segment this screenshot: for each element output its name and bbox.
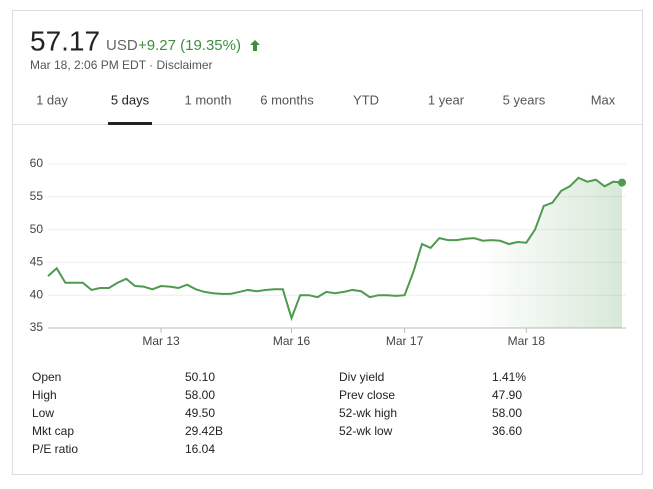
x-tick-label: Mar 16 bbox=[273, 334, 311, 348]
y-tick-label: 50 bbox=[30, 222, 44, 236]
y-tick-label: 40 bbox=[30, 287, 44, 301]
stat-label: High bbox=[32, 388, 57, 402]
y-tick-label: 60 bbox=[30, 156, 44, 170]
tab[interactable]: 1 day bbox=[36, 92, 68, 107]
stat-label: P/E ratio bbox=[32, 442, 78, 456]
stat-value: 58.00 bbox=[185, 388, 215, 402]
area bbox=[48, 177, 622, 328]
currency: USD bbox=[106, 37, 138, 54]
stat-label: Div yield bbox=[339, 370, 384, 384]
y-tick-label: 45 bbox=[30, 255, 44, 269]
price-line bbox=[47, 176, 623, 322]
tab[interactable]: 5 days bbox=[111, 92, 150, 107]
stat-value: 47.90 bbox=[492, 388, 522, 402]
last-point bbox=[618, 178, 626, 187]
tab[interactable]: 1 year bbox=[428, 92, 465, 107]
tab-underline bbox=[108, 122, 152, 125]
x-tick-label: Mar 18 bbox=[508, 334, 546, 348]
price: 57.17 bbox=[30, 25, 100, 56]
tab[interactable]: 6 months bbox=[260, 92, 314, 107]
stat-value: 49.50 bbox=[185, 406, 215, 420]
stat-label: Prev close bbox=[339, 388, 395, 402]
x-tick-label: Mar 13 bbox=[142, 334, 180, 348]
stat-value: 1.41% bbox=[492, 370, 526, 384]
tab[interactable]: 5 years bbox=[503, 92, 546, 107]
stat-value: 29.42B bbox=[185, 424, 223, 438]
tab[interactable]: YTD bbox=[353, 92, 379, 107]
tab[interactable]: 1 month bbox=[185, 92, 232, 107]
chart: 35 40 45 50 55 60 Mar 13 Mar 16 Mar 17 Mar 18 bbox=[30, 156, 626, 348]
stat-label: 52-wk high bbox=[339, 406, 397, 420]
x-tick-label: Mar 17 bbox=[386, 334, 424, 348]
stat-value: 50.10 bbox=[185, 370, 215, 384]
stat-value: 36.60 bbox=[492, 424, 522, 438]
y-tick-label: 35 bbox=[30, 320, 44, 334]
timestamp[interactable]: Mar 18, 2:06 PM EDT · Disclaimer bbox=[30, 58, 213, 72]
stats: Open 50.10 High 58.00 Low 49.50 Mkt cap 29.42B P… bbox=[32, 370, 526, 456]
tab[interactable]: Max bbox=[591, 92, 616, 107]
up-arrow bbox=[250, 40, 260, 51]
stat-label: Low bbox=[32, 406, 54, 420]
price-change: +9.27 (19.35%) bbox=[138, 37, 241, 54]
stat-value: 58.00 bbox=[492, 406, 522, 420]
stat-label: Mkt cap bbox=[32, 424, 74, 438]
stat-value: 16.04 bbox=[185, 442, 215, 456]
stat-label: 52-wk low bbox=[339, 424, 393, 438]
stat-label: Open bbox=[32, 370, 61, 384]
tabs: 1 day 5 days 1 month 6 months YTD 1 year 5 yea… bbox=[36, 92, 616, 125]
y-tick-label: 55 bbox=[30, 189, 44, 203]
